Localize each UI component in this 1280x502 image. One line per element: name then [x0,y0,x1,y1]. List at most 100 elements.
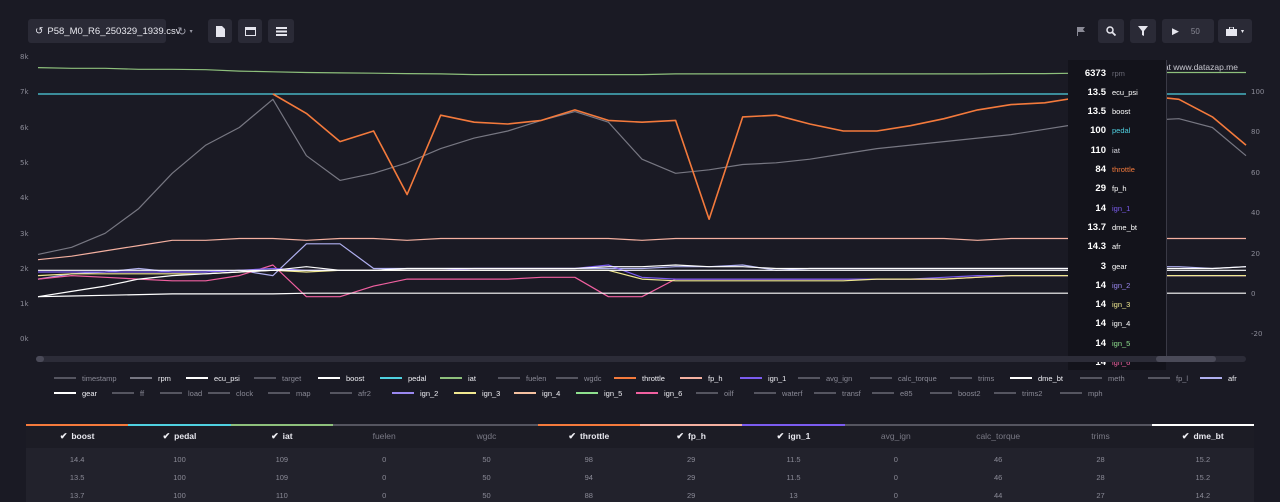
table-cell: 15.2 [1195,473,1211,482]
legend-item-dme_bt[interactable]: dme_bt [1010,372,1063,384]
legend-item-e85[interactable]: e85 [872,387,913,399]
table-column-header-iat[interactable]: ✔ iat [230,424,333,445]
legend-item-mph[interactable]: mph [1060,387,1103,399]
y-tick-left: 4k [20,194,29,203]
legend-item-fp_h[interactable]: fp_h [680,372,723,384]
legend-swatch [330,392,352,394]
legend-item-ff[interactable]: ff [112,387,144,399]
column-color-bar [128,424,231,426]
legend-swatch [54,392,76,394]
tooltip-value: 100 [1090,125,1106,137]
document-button[interactable] [208,19,232,43]
table-column-header-wgdc[interactable]: wgdc [435,424,538,445]
legend-item-boost[interactable]: boost [318,372,364,384]
legend-item-meth[interactable]: meth [1080,372,1125,384]
legend-item-calc_torque[interactable]: calc_torque [870,372,937,384]
table-column-header-trims[interactable]: trims [1049,424,1152,445]
legend-item-ign_3[interactable]: ign_3 [454,387,500,399]
check-icon: ✔ [568,430,576,441]
legend-label: waterf [782,388,803,398]
column-color-bar [640,424,743,426]
filter-button[interactable] [1130,19,1156,43]
legend-item-trims2[interactable]: trims2 [994,387,1042,399]
legend-item-oilf[interactable]: oilf [696,387,734,399]
table-cell: 15.2 [1195,455,1211,464]
table-column-header-pedal[interactable]: ✔ pedal [128,424,231,445]
table-column-header-avg_ign[interactable]: avg_ign [844,424,947,445]
legend-item-throttle[interactable]: throttle [614,372,665,384]
legend-item-timestamp[interactable]: timestamp [54,372,117,384]
table-cell: 109 [275,473,289,482]
tooltip-row: 14 ign_4 [1068,315,1166,333]
legend-item-ign_2[interactable]: ign_2 [392,387,438,399]
legend-item-trims[interactable]: trims [950,372,994,384]
column-label: boost [71,431,95,441]
check-icon: ✔ [59,430,68,441]
y-tick-left: 1k [20,300,29,309]
zoom-button[interactable] [1098,19,1124,43]
tooltip-value: 29 [1095,183,1106,195]
table-cell: 100 [173,491,186,500]
scroll-right-handle[interactable] [1156,356,1216,362]
sync-dropdown-button[interactable]: ↻ ▾ [172,19,198,43]
series-line-rpm [37,98,1247,255]
legend-item-transf[interactable]: transf [814,387,861,399]
y-tick-right: -20 [1251,330,1263,339]
legend-item-afr2[interactable]: afr2 [330,387,371,399]
legend-item-iat[interactable]: iat [440,372,476,384]
legend-item-ecu_psi[interactable]: ecu_psi [186,372,240,384]
series-line-iat [37,67,1246,76]
legend-item-afr[interactable]: afr [1200,372,1237,384]
legend-item-load[interactable]: load [160,387,202,399]
legend-item-clock[interactable]: clock [208,387,253,399]
table-column-header-fuelen[interactable]: fuelen [333,424,436,445]
legend-item-avg_ign[interactable]: avg_ign [798,372,852,384]
legend-item-boost2[interactable]: boost2 [930,387,981,399]
legend-item-gear[interactable]: gear [54,387,97,399]
table-view-button[interactable] [268,19,294,43]
legend-item-ign_5[interactable]: ign_5 [576,387,622,399]
legend-swatch [440,377,462,379]
legend-item-fuelen[interactable]: fuelen [498,372,546,384]
refresh-file-icon: ↺ [35,25,44,37]
legend-item-map[interactable]: map [268,387,311,399]
table-column-header-calc_torque[interactable]: calc_torque [947,424,1050,445]
table-column-header-fp_h[interactable]: ✔ fp_h [640,424,743,445]
legend-label: iat [468,373,476,383]
file-select-button[interactable]: ↺ P58_M0_R6_250329_1939.csv [28,19,181,43]
hover-tooltip: 6373 rpm 13.5 ecu_psi 13.5 boost 100 pedal 110 ia… [1068,60,1166,370]
legend-swatch [872,392,894,394]
legend-label: fp_l [1176,373,1189,383]
flag-button[interactable] [1070,19,1092,43]
table-cell: 46 [993,455,1003,464]
tools-dropdown-button[interactable]: ▾ [1218,19,1252,43]
tooltip-row: 14.3 afr [1068,238,1166,256]
legend-swatch [160,392,182,394]
legend-item-wgdc[interactable]: wgdc [556,372,602,384]
tooltip-series-name: boost [1112,107,1131,117]
legend-item-ign_4[interactable]: ign_4 [514,387,560,399]
legend-item-fp_l[interactable]: fp_l [1148,372,1188,384]
y-tick-left: 7k [20,88,29,97]
table-column-header-throttle[interactable]: ✔ throttle [537,424,640,445]
check-icon: ✔ [271,430,279,441]
table-cell: 50 [482,455,491,464]
legend-item-ign_6[interactable]: ign_6 [636,387,682,399]
legend-item-rpm[interactable]: rpm [130,372,171,384]
table-icon [275,26,287,36]
legend-item-pedal[interactable]: pedal [380,372,426,384]
y-tick-left: 6k [20,123,29,132]
window-button[interactable] [238,19,262,43]
legend-swatch [798,377,820,379]
playback-control[interactable]: ▶ 50 [1162,19,1214,43]
legend-item-ign_1[interactable]: ign_1 [740,372,786,384]
legend-item-waterf[interactable]: waterf [754,387,802,399]
scroll-left-handle[interactable] [36,356,44,362]
table-column-header-ign_1[interactable]: ✔ ign_1 [742,424,845,445]
table-column-header-boost[interactable]: ✔ boost [26,424,129,445]
legend-swatch [994,392,1016,394]
chart-scrollbar[interactable] [36,356,1246,362]
table-column-header-dme_bt[interactable]: ✔ dme_bt [1151,424,1254,445]
file-name: P58_M0_R6_250329_1939.csv [47,25,181,37]
legend-item-target[interactable]: target [254,372,301,384]
